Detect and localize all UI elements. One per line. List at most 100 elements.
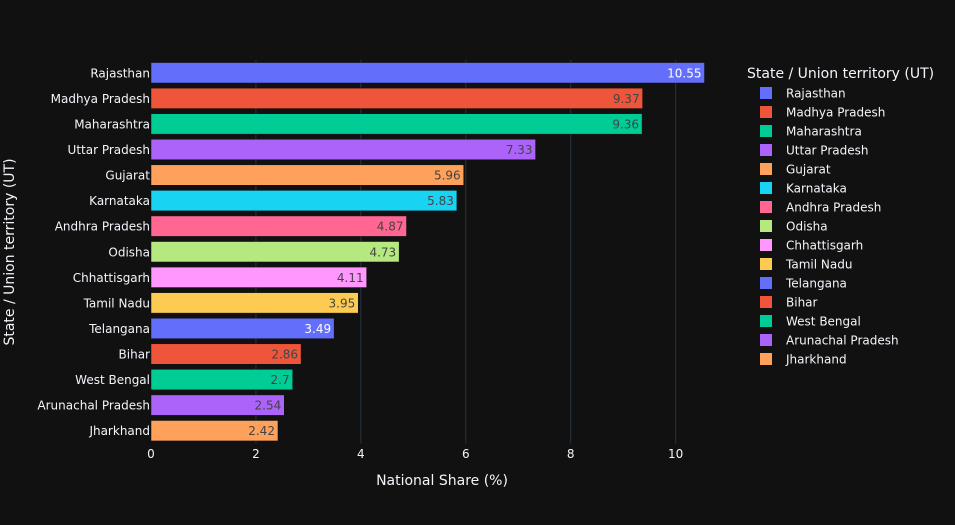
- bar-tamil-nadu: [150, 292, 359, 314]
- x-tick-label: 6: [462, 447, 470, 461]
- legend-label: Uttar Pradesh: [786, 144, 868, 158]
- bar-telangana: [150, 317, 335, 339]
- legend-title: State / Union territory (UT): [747, 66, 934, 82]
- bar-chhattisgarh: [150, 266, 367, 288]
- legend-label: Jharkhand: [785, 353, 847, 367]
- y-tick-label: Rajasthan: [90, 66, 150, 80]
- legend-item[interactable]: Maharashtra: [760, 125, 862, 139]
- x-tick-label: 0: [147, 447, 155, 461]
- y-tick-label: Bihar: [119, 348, 151, 362]
- bar-gujarat: [150, 164, 464, 186]
- y-axis-ticks: Rajasthan Madhya Pradesh Maharashtra Uttar …: [37, 66, 150, 438]
- legend-swatch: [760, 125, 772, 137]
- y-tick-label: Telangana: [88, 322, 150, 336]
- bars: 10.55 9.37 9.36 7.33 5.96 5.83 4.87 4.73 4.11 3.9…: [150, 62, 705, 442]
- bar-jharkhand: [150, 420, 279, 442]
- x-axis-ticks: 0 2 4 6 8 10: [147, 447, 683, 461]
- y-tick-label: Arunachal Pradesh: [37, 399, 150, 413]
- y-tick-label: Madhya Pradesh: [51, 92, 150, 106]
- y-tick-label: Uttar Pradesh: [68, 143, 150, 157]
- legend-items: Rajasthan Madhya Pradesh Maharashtra Uttar …: [760, 87, 899, 367]
- bar-value-label: 9.36: [612, 117, 639, 131]
- y-tick-label: West Bengal: [75, 373, 150, 387]
- bar-value-label: 4.11: [337, 271, 364, 285]
- y-tick-label: Karnataka: [89, 194, 150, 208]
- bar-uttar-pradesh: [150, 139, 536, 160]
- legend-label: West Bengal: [786, 315, 861, 329]
- y-axis-title: State / Union territory (UT): [2, 158, 18, 345]
- bar-value-label: 4.87: [377, 220, 404, 234]
- x-tick-label: 2: [252, 447, 260, 461]
- legend-swatch: [760, 277, 772, 289]
- bar-value-label: 5.96: [434, 169, 461, 183]
- bar-value-label: 2.86: [271, 348, 298, 362]
- legend-swatch: [760, 220, 772, 232]
- bar-value-label: 3.49: [304, 322, 331, 336]
- legend-item[interactable]: Chhattisgarh: [760, 239, 863, 253]
- legend-item[interactable]: Telangana: [760, 277, 847, 291]
- legend-swatch: [760, 296, 772, 308]
- legend-label: Maharashtra: [786, 125, 862, 139]
- legend-label: Andhra Pradesh: [786, 201, 881, 215]
- legend-swatch: [760, 353, 772, 365]
- legend-item[interactable]: Odisha: [760, 220, 828, 234]
- legend-swatch: [760, 182, 772, 194]
- bar-value-label: 2.54: [255, 399, 282, 413]
- x-tick-label: 4: [357, 447, 365, 461]
- legend-swatch: [760, 334, 772, 346]
- legend-label: Bihar: [786, 296, 818, 310]
- bar-madhya-pradesh: [150, 87, 643, 109]
- legend-item[interactable]: Uttar Pradesh: [760, 144, 868, 158]
- legend: State / Union territory (UT) Rajasthan Ma…: [747, 66, 934, 367]
- bar-value-label: 10.55: [667, 66, 701, 80]
- bar-value-label: 2.7: [271, 373, 290, 387]
- bar-rajasthan: [150, 62, 705, 84]
- legend-label: Odisha: [786, 220, 828, 234]
- bar-arunachal-pradesh: [150, 394, 285, 416]
- y-tick-label: Tamil Nadu: [83, 296, 150, 310]
- legend-item[interactable]: Arunachal Pradesh: [760, 334, 899, 348]
- y-tick-label: Jharkhand: [88, 424, 150, 438]
- bar-value-label: 2.42: [248, 424, 275, 438]
- bar-andhra-pradesh: [150, 215, 407, 237]
- legend-item[interactable]: Bihar: [760, 296, 818, 310]
- bar-karnataka: [150, 190, 458, 212]
- legend-label: Madhya Pradesh: [786, 106, 885, 120]
- legend-label: Rajasthan: [786, 87, 846, 101]
- legend-swatch: [760, 201, 772, 213]
- legend-swatch: [760, 106, 772, 118]
- x-axis-title: National Share (%): [376, 473, 508, 489]
- legend-label: Tamil Nadu: [785, 258, 852, 272]
- legend-label: Chhattisgarh: [786, 239, 863, 253]
- legend-swatch: [760, 163, 772, 175]
- bar-maharashtra: [150, 113, 643, 135]
- legend-item[interactable]: Rajasthan: [760, 87, 846, 101]
- legend-item[interactable]: Gujarat: [760, 163, 831, 177]
- legend-swatch: [760, 258, 772, 270]
- legend-swatch: [760, 87, 772, 99]
- y-tick-label: Andhra Pradesh: [55, 220, 150, 234]
- bar-value-label: 3.95: [329, 296, 356, 310]
- bar-odisha: [150, 241, 400, 263]
- legend-label: Gujarat: [786, 163, 831, 177]
- legend-item[interactable]: West Bengal: [760, 315, 861, 329]
- legend-swatch: [760, 239, 772, 251]
- legend-swatch: [760, 144, 772, 156]
- y-tick-label: Odisha: [108, 245, 150, 259]
- x-tick-label: 10: [668, 447, 683, 461]
- legend-item[interactable]: Tamil Nadu: [760, 258, 852, 272]
- legend-item[interactable]: Jharkhand: [760, 353, 847, 367]
- y-tick-label: Maharashtra: [74, 117, 150, 131]
- legend-label: Telangana: [785, 277, 847, 291]
- bar-west-bengal: [150, 369, 293, 391]
- legend-item[interactable]: Madhya Pradesh: [760, 106, 885, 120]
- legend-label: Karnataka: [786, 182, 847, 196]
- y-tick-label: Chhattisgarh: [73, 271, 150, 285]
- bar-value-label: 4.73: [369, 245, 396, 259]
- bar-value-label: 5.83: [427, 194, 454, 208]
- legend-item[interactable]: Andhra Pradesh: [760, 201, 881, 215]
- bar-bihar: [150, 343, 302, 365]
- x-tick-label: 8: [567, 447, 575, 461]
- legend-item[interactable]: Karnataka: [760, 182, 847, 196]
